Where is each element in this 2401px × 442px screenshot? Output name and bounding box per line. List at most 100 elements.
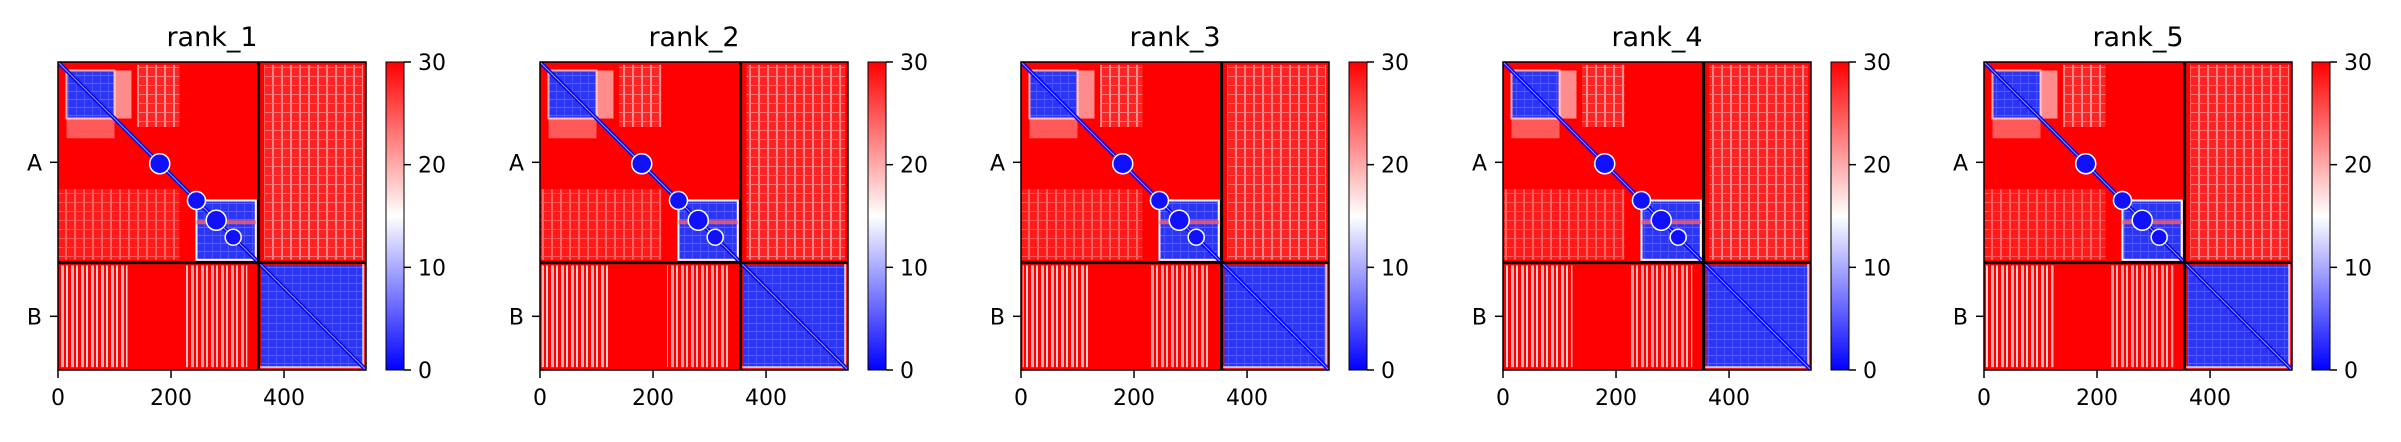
x-tick-label: 200 <box>1113 386 1155 411</box>
heatmap-region-a-low <box>1984 189 2106 260</box>
x-tick-label: 400 <box>1226 386 1268 411</box>
panel-rank_2: rank_2 0 200 400 A B 0 10 20 30 <box>509 22 928 411</box>
heatmap-diagonal-node <box>1593 152 1616 175</box>
heatmap-region-a-b <box>2190 64 2290 260</box>
colorbar-tick-label: 10 <box>900 256 928 281</box>
colorbar-tick-label: 20 <box>900 154 928 179</box>
heatmap-region-a-mid <box>137 64 180 127</box>
colorbar <box>2311 61 2331 371</box>
panel-title: rank_4 <box>1611 22 1702 53</box>
heatmap-diagonal-node <box>224 228 242 246</box>
colorbar-tick-label: 20 <box>2344 154 2372 179</box>
colorbar-tick-label: 10 <box>418 256 446 281</box>
axes-frame <box>1983 61 2293 371</box>
y-tick-label: A <box>1472 151 1487 176</box>
heatmap-region-a-low <box>1503 189 1625 260</box>
colorbar-tick-label: 0 <box>900 359 914 384</box>
colorbar-tick-label: 20 <box>418 154 446 179</box>
x-tick-label: 0 <box>1014 386 1028 411</box>
colorbar-tick-label: 20 <box>1381 154 1409 179</box>
colorbar-tick-label: 30 <box>1381 51 1409 76</box>
y-tick-label: A <box>509 151 524 176</box>
heatmap-rank_5 <box>1984 62 2292 370</box>
x-tick-label: 400 <box>2189 386 2231 411</box>
heatmap-domain-1-edge <box>596 70 614 119</box>
x-tick-label: 400 <box>1708 386 1750 411</box>
panel-title: rank_2 <box>648 22 739 53</box>
heatmap-diagonal-node <box>2112 190 2133 211</box>
heatmap-domain-1-edge-low <box>548 118 597 139</box>
panel-title: rank_5 <box>2092 22 2183 53</box>
heatmap-region-a-mid <box>1582 64 1625 127</box>
colorbar-tick-label: 10 <box>2344 256 2372 281</box>
axes-frame <box>57 61 367 371</box>
panel-title: rank_3 <box>1129 22 1220 53</box>
axes-frame <box>539 61 849 371</box>
heatmap-domain-1-edge <box>114 70 132 119</box>
heatmap-region-a-b <box>1709 64 1809 260</box>
y-tick-label: B <box>1472 305 1487 330</box>
heatmap-diagonal-node <box>205 209 227 231</box>
heatmap-region-a-b <box>746 64 846 260</box>
y-tick-label: B <box>1953 305 1968 330</box>
y-tick-label: A <box>27 151 42 176</box>
heatmap-region-b-a2 <box>1630 265 1693 368</box>
heatmap-region-b-a1 <box>1504 265 1573 368</box>
heatmap-diagonal-node <box>1111 152 1134 175</box>
y-tick-label: A <box>1953 151 1968 176</box>
heatmap-region-a-mid <box>1100 64 1143 127</box>
heatmap-domain-1-edge <box>2040 70 2058 119</box>
heatmap-rank_1 <box>58 62 366 370</box>
y-tick-label: B <box>990 305 1005 330</box>
colorbar-tick-label: 0 <box>2344 359 2358 384</box>
heatmap-diagonal-node <box>2131 209 2153 231</box>
x-tick-label: 200 <box>632 386 674 411</box>
heatmap-region-b-a2 <box>2111 265 2174 368</box>
heatmap-region-a-b <box>1227 64 1327 260</box>
heatmap-domain-1-edge <box>1559 70 1577 119</box>
heatmap-region-a-mid <box>2063 64 2106 127</box>
colorbar-tick-label: 10 <box>1863 256 1891 281</box>
colorbar <box>1348 61 1368 371</box>
heatmap-region-b-a1 <box>541 265 610 368</box>
heatmap-diagonal-node <box>1149 190 1170 211</box>
heatmap-diagonal-node <box>1168 209 1190 231</box>
x-tick-label: 200 <box>150 386 192 411</box>
heatmap-region-a-low <box>1021 189 1143 260</box>
colorbar-tick-label: 10 <box>1381 256 1409 281</box>
panel-rank_1: rank_1 0 200 400 A B 0 10 20 30 <box>27 22 446 411</box>
colorbar <box>385 61 405 371</box>
colorbar-tick-label: 30 <box>1863 51 1891 76</box>
y-tick-label: B <box>509 305 524 330</box>
colorbar <box>1830 61 1850 371</box>
panel-rank_4: rank_4 0 200 400 A B 0 10 20 30 <box>1472 22 1891 411</box>
heatmap-domain-1-edge-low <box>1029 118 1078 139</box>
x-tick-label: 200 <box>1595 386 1637 411</box>
heatmap-region-a-low <box>58 189 180 260</box>
colorbar-tick-label: 30 <box>2344 51 2372 76</box>
heatmap-rank_4 <box>1503 62 1811 370</box>
y-tick-label: A <box>990 151 1005 176</box>
heatmap-domain-1-edge-low <box>66 118 115 139</box>
heatmap-region-b-a2 <box>185 265 248 368</box>
heatmap-diagonal-node <box>630 152 653 175</box>
heatmap-diagonal-node <box>1631 190 1652 211</box>
heatmap-diagonal-node <box>1650 209 1672 231</box>
colorbar-tick-label: 0 <box>1381 359 1395 384</box>
heatmap-diagonal-node <box>1187 228 1205 246</box>
heatmap-region-b-a1 <box>1022 265 1091 368</box>
panel-rank_5: rank_5 0 200 400 A B 0 10 20 30 <box>1953 22 2372 411</box>
heatmap-region-a-b <box>264 64 364 260</box>
x-tick-label: 0 <box>533 386 547 411</box>
colorbar-tick-label: 30 <box>900 51 928 76</box>
heatmap-diagonal-node <box>186 190 207 211</box>
x-tick-label: 200 <box>2076 386 2118 411</box>
panel-rank_3: rank_3 0 200 400 A B 0 10 20 30 <box>990 22 1409 411</box>
heatmap-domain-1-edge <box>1077 70 1095 119</box>
heatmap-domain-1-edge-low <box>1511 118 1560 139</box>
x-tick-label: 0 <box>1977 386 1991 411</box>
heatmap-diagonal-node <box>2150 228 2168 246</box>
heatmap-domain-1-edge-low <box>1992 118 2041 139</box>
heatmap-diagonal-node <box>148 152 171 175</box>
